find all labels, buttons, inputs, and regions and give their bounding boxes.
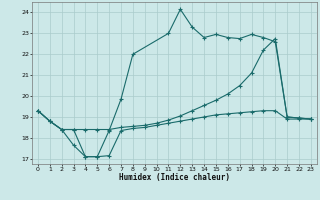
X-axis label: Humidex (Indice chaleur): Humidex (Indice chaleur): [119, 173, 230, 182]
